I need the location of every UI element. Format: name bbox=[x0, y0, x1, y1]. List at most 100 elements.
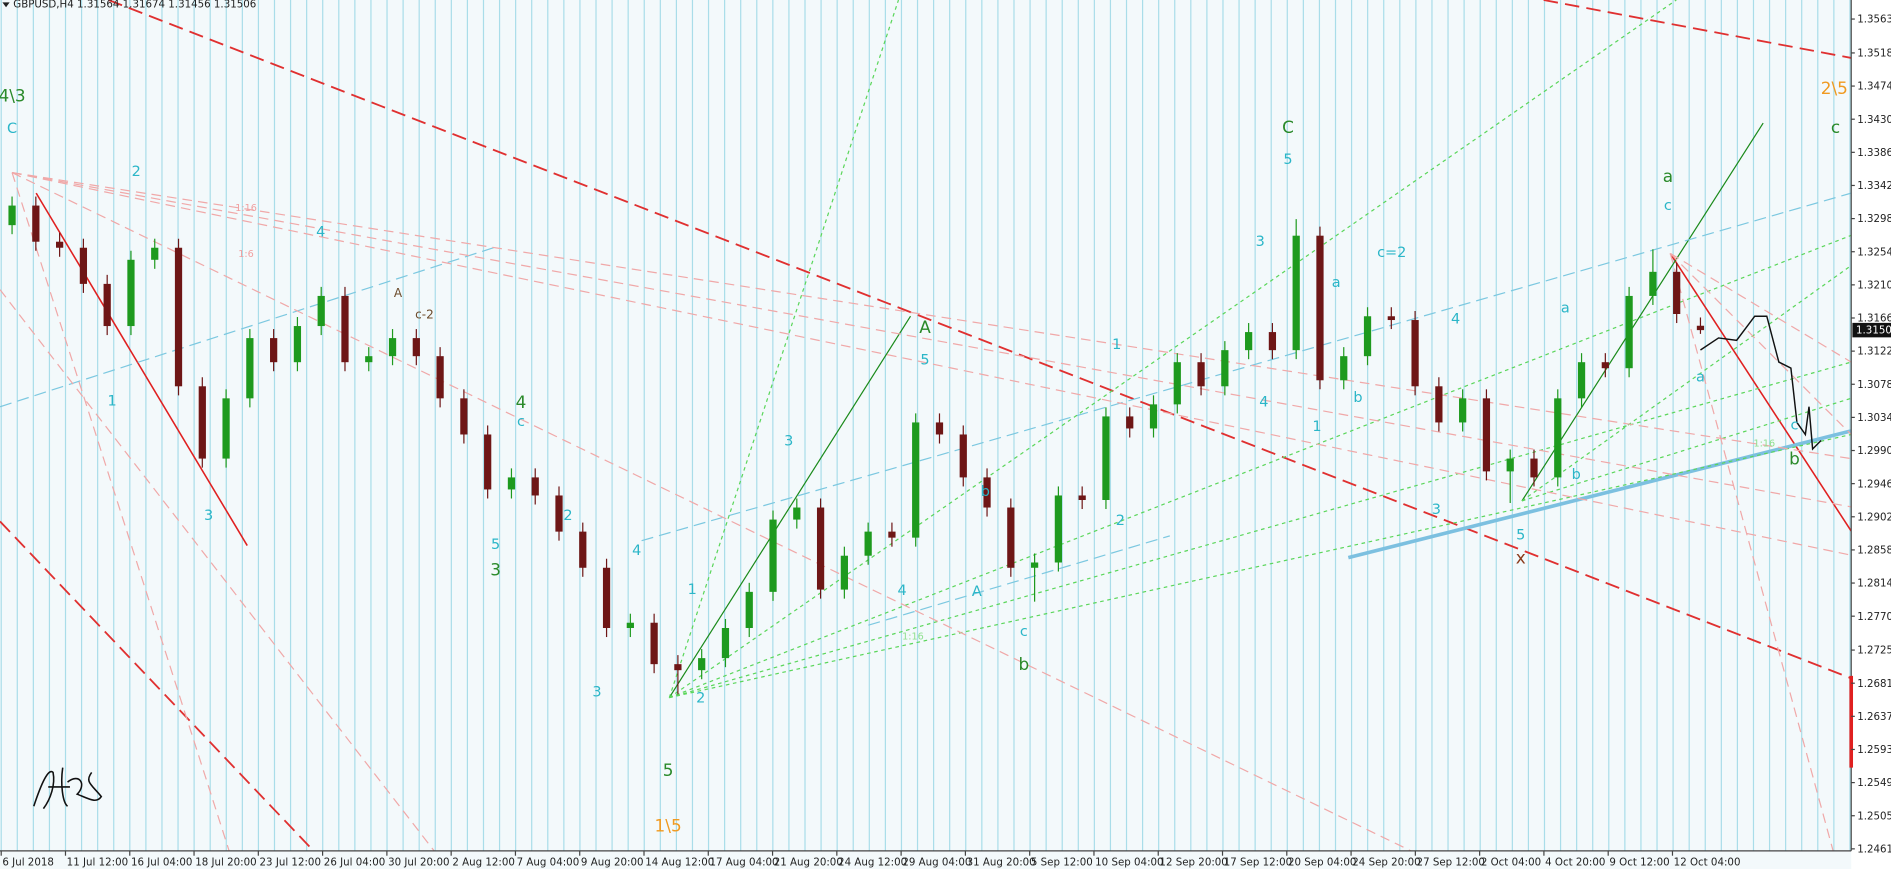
candle-body bbox=[1054, 495, 1063, 563]
candle-body bbox=[840, 555, 848, 590]
candle-body bbox=[388, 338, 397, 357]
x-tick-label: 31 Aug 20:00 bbox=[967, 856, 1036, 868]
x-tick-label: 17 Sep 12:00 bbox=[1224, 856, 1292, 868]
candle-body bbox=[769, 519, 777, 592]
candle-body bbox=[793, 507, 801, 520]
vertical-grid bbox=[0, 0, 1851, 851]
wave-label: 5 bbox=[1283, 152, 1292, 168]
wave-label: x bbox=[1516, 548, 1526, 568]
candle-body bbox=[1030, 562, 1039, 568]
wave-label: 5 bbox=[1516, 527, 1525, 543]
y-tick-label: 1.29907 bbox=[1857, 445, 1891, 457]
candle-body bbox=[293, 326, 302, 363]
wave-label: 1 bbox=[1112, 337, 1121, 353]
candle-body bbox=[674, 664, 682, 671]
y-tick-label: 1.33867 bbox=[1857, 147, 1891, 159]
wave-label: a bbox=[1696, 369, 1705, 385]
candle-body bbox=[745, 591, 753, 629]
x-tick-label: 24 Sep 20:00 bbox=[1352, 856, 1420, 868]
x-tick-label: 20 Sep 04:00 bbox=[1288, 856, 1356, 868]
y-tick-label: 1.24617 bbox=[1857, 843, 1891, 855]
x-tick-label: 10 Sep 04:00 bbox=[1095, 856, 1163, 868]
fan-line bbox=[11, 172, 1412, 852]
channel-line bbox=[0, 520, 315, 852]
candle-body bbox=[127, 259, 135, 327]
candle-body bbox=[1102, 416, 1110, 500]
channel-line bbox=[108, 0, 1852, 680]
wave-label: C bbox=[7, 121, 17, 137]
fan-line bbox=[0, 289, 435, 852]
wave-label: b bbox=[1019, 654, 1030, 674]
candle-body bbox=[1649, 271, 1657, 296]
x-tick-label: 2 Aug 12:00 bbox=[452, 856, 515, 868]
candle-body bbox=[816, 507, 825, 590]
x-tick-label: 5 Sep 12:00 bbox=[1031, 856, 1093, 868]
y-tick-label: 1.31667 bbox=[1857, 313, 1891, 325]
candle-body bbox=[341, 295, 349, 363]
axes: 1.35637 1.35187 1.34747 1.34307 1.33867 1.334… bbox=[0, 14, 1891, 868]
candle-body bbox=[721, 628, 730, 659]
wave-label: 2 bbox=[563, 508, 572, 524]
candle-body bbox=[1411, 320, 1419, 387]
forecast-path bbox=[1700, 315, 1822, 451]
candle-body bbox=[935, 422, 944, 435]
wave-label: b bbox=[1353, 390, 1362, 406]
fan-line bbox=[11, 171, 1852, 460]
y-tick-label: 1.25497 bbox=[1857, 777, 1891, 789]
candle-body bbox=[8, 205, 16, 226]
wave-label: a bbox=[1332, 275, 1341, 291]
trend-line bbox=[668, 315, 912, 698]
candle-body bbox=[1173, 362, 1181, 405]
y-tick-label: 1.33427 bbox=[1857, 180, 1891, 192]
candle-body bbox=[1435, 386, 1443, 423]
signature bbox=[33, 767, 103, 810]
candle-body bbox=[1601, 362, 1609, 369]
channel-line bbox=[0, 246, 495, 408]
wave-label: 3 bbox=[784, 433, 793, 449]
x-tick-label: 26 Jul 04:00 bbox=[324, 856, 385, 868]
candle-body bbox=[1696, 325, 1705, 331]
wave-label: C bbox=[1282, 117, 1294, 137]
channel-line bbox=[1543, 0, 1852, 59]
candle-body bbox=[174, 247, 183, 387]
candle-body bbox=[1387, 316, 1395, 321]
fan-line bbox=[1669, 253, 1852, 435]
candle-body bbox=[864, 531, 872, 556]
x-tick-label: 18 Jul 20:00 bbox=[195, 856, 256, 868]
candle-body bbox=[579, 531, 587, 568]
wave-label: 4 bbox=[516, 392, 527, 412]
candle-body bbox=[56, 241, 64, 248]
candle-body bbox=[32, 205, 40, 242]
candle-body bbox=[1459, 398, 1467, 423]
x-tick-label: 12 Sep 20:00 bbox=[1159, 856, 1227, 868]
candle-body bbox=[270, 338, 278, 363]
candle-body bbox=[317, 295, 325, 327]
candle-body bbox=[460, 398, 468, 435]
fan-line bbox=[1521, 265, 1852, 502]
x-tick-label: 9 Oct 12:00 bbox=[1609, 856, 1669, 868]
wave-label: 1\5 bbox=[655, 816, 682, 836]
wave-label: c bbox=[1664, 198, 1672, 214]
wave-label: 4 bbox=[897, 583, 906, 599]
y-tick-label: 1.26377 bbox=[1857, 711, 1891, 723]
wave-label: 3 bbox=[1256, 234, 1265, 250]
candle-body bbox=[626, 622, 634, 629]
candle-body bbox=[222, 398, 230, 459]
x-tick-label: 7 Aug 04:00 bbox=[517, 856, 580, 868]
support-line bbox=[1347, 429, 1852, 560]
y-tick-label: 1.27257 bbox=[1857, 645, 1891, 657]
wave-label: 1:16 bbox=[902, 632, 924, 643]
wave-label: 1 bbox=[1312, 419, 1321, 435]
x-tick-label: 30 Jul 20:00 bbox=[388, 856, 449, 868]
candle-body bbox=[650, 622, 658, 665]
candle-body bbox=[151, 247, 159, 260]
candle-body bbox=[1554, 398, 1562, 478]
candle-body bbox=[1126, 416, 1134, 429]
wave-label: b bbox=[981, 484, 990, 500]
y-tick-label: 1.35637 bbox=[1857, 14, 1891, 26]
candle-body bbox=[602, 567, 611, 629]
fan-line bbox=[11, 171, 1852, 508]
candle-body bbox=[1149, 404, 1158, 429]
